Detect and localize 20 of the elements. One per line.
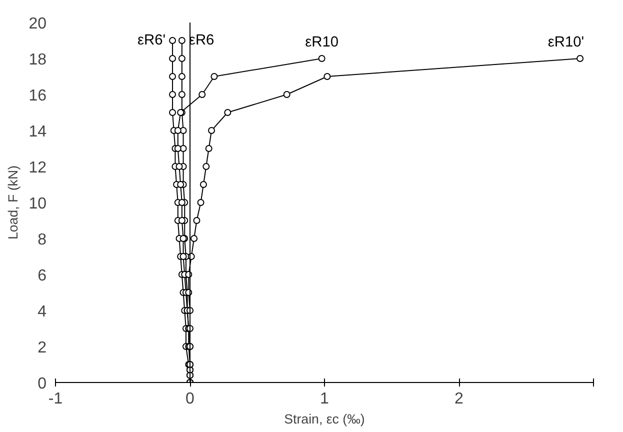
y-tick-label: 8: [38, 232, 47, 248]
y-tick-label: 6: [38, 268, 47, 284]
y-tick-label: 16: [28, 88, 47, 104]
y-tick-label: 0: [38, 376, 47, 392]
x-tick-label: 1: [320, 390, 330, 408]
x-axis-title: Strain, εc (‰): [284, 412, 365, 426]
y-tick-label: 10: [28, 196, 47, 212]
y-tick-label: 20: [28, 16, 47, 32]
x-tick-label: -1: [48, 390, 63, 408]
y-tick-label: 18: [28, 52, 47, 68]
series-label: εR10: [305, 34, 339, 50]
y-tick-label: 14: [28, 124, 47, 140]
series-label: εR10': [548, 34, 584, 50]
series-label: εR6': [137, 32, 166, 48]
y-axis-title: Load, F (kN): [6, 165, 21, 240]
x-tick-label: 2: [454, 390, 464, 408]
x-tick-label: 0: [186, 390, 195, 408]
y-tick-label: 2: [38, 340, 47, 356]
y-tick-label: 4: [38, 304, 47, 320]
y-tick-label: 12: [28, 160, 47, 176]
